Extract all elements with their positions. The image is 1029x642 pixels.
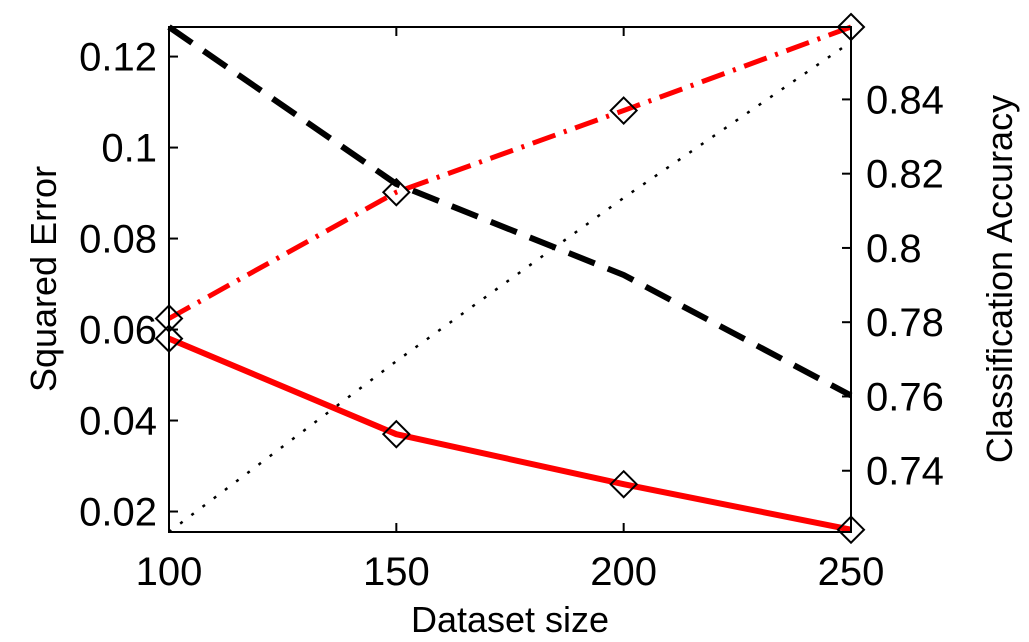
y-left-tick-label: 0.1 bbox=[101, 127, 157, 171]
data-point-marker bbox=[154, 304, 184, 333]
x-tick-label: 100 bbox=[136, 550, 203, 594]
y-left-tick-label: 0.02 bbox=[79, 491, 157, 535]
series-line-2 bbox=[167, 24, 853, 399]
data-point-marker bbox=[381, 177, 411, 207]
data-point-marker bbox=[609, 96, 639, 125]
series-layer bbox=[167, 24, 853, 533]
series-line-3 bbox=[167, 24, 852, 321]
plot-frame bbox=[168, 26, 852, 533]
data-point-marker bbox=[381, 419, 411, 449]
x-tick-label: 150 bbox=[363, 550, 430, 594]
data-point-marker bbox=[836, 515, 866, 545]
series-line-4 bbox=[168, 40, 852, 533]
data-point-marker bbox=[609, 469, 639, 499]
data-point-marker bbox=[836, 12, 866, 42]
series-line-1 bbox=[167, 335, 852, 533]
x-tick-label: 250 bbox=[818, 550, 885, 594]
y-left-tick-label: 0.12 bbox=[79, 36, 157, 80]
y-axis-title-left: Squared Error bbox=[23, 166, 64, 392]
y-right-tick-label: 0.82 bbox=[866, 153, 944, 197]
y-left-tick-label: 0.06 bbox=[79, 309, 157, 353]
y-left-tick-label: 0.04 bbox=[79, 400, 157, 444]
y-right-tick-label: 0.76 bbox=[866, 375, 944, 419]
y-right-tick-label: 0.8 bbox=[866, 227, 922, 271]
x-axis-title: Dataset size bbox=[411, 599, 609, 640]
markers-layer bbox=[154, 12, 866, 545]
y-left-tick-label: 0.08 bbox=[79, 218, 157, 262]
y-right-tick-label: 0.78 bbox=[866, 301, 944, 345]
ticks-layer: 100 150 200 250 0.02 0.04 0.06 0.08 0.1 0.12 0.74 0… bbox=[79, 27, 944, 594]
y-right-tick-label: 0.84 bbox=[866, 78, 944, 122]
x-tick-label: 200 bbox=[590, 550, 657, 594]
y-axis-title-right: Classification Accuracy bbox=[979, 95, 1020, 463]
data-point-marker bbox=[154, 324, 184, 354]
y-right-tick-label: 0.74 bbox=[866, 450, 944, 494]
